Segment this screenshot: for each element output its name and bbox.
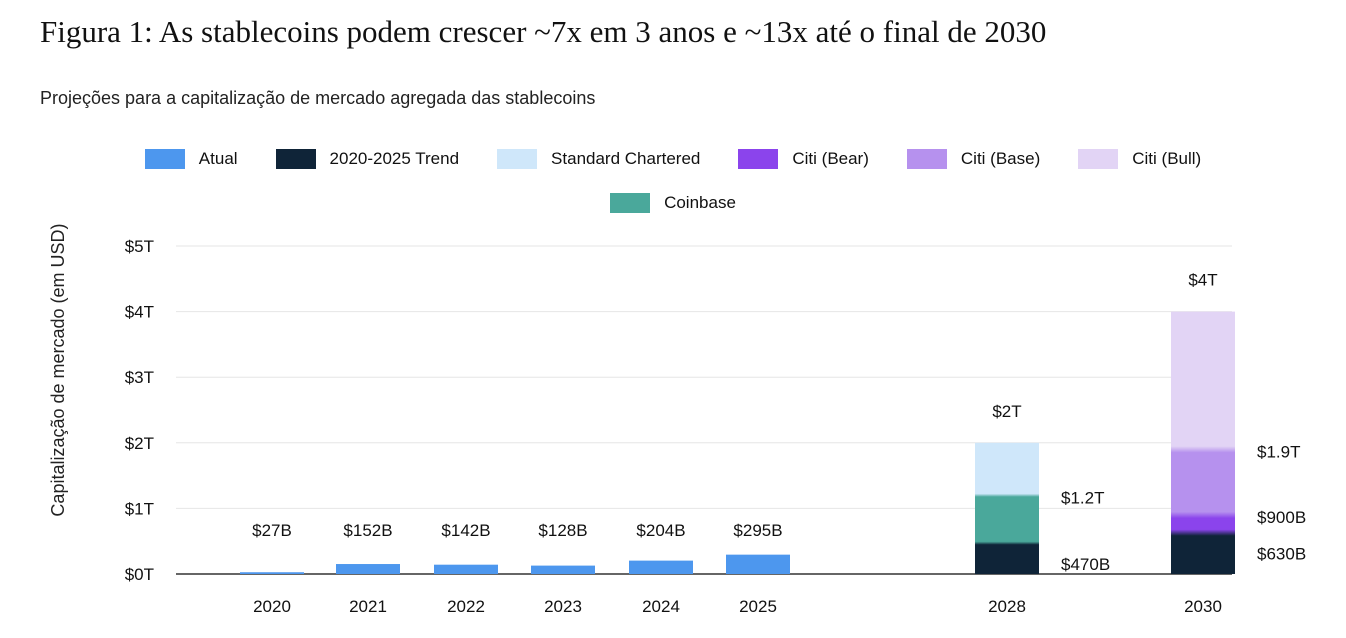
x-tick-label-2021: 2021 — [349, 597, 387, 616]
legend-item: Citi (Bear) — [738, 149, 869, 169]
segment-label-2030: $900B — [1257, 508, 1306, 527]
y-tick-label: $1T — [125, 499, 154, 518]
grid-layer — [176, 245, 1232, 575]
bar-actual-2024 — [629, 560, 693, 574]
x-tick-label-2028: 2028 — [988, 597, 1026, 616]
legend-swatch — [610, 193, 651, 213]
chart-title: Figura 1: As stablecoins podem crescer ~… — [40, 14, 1047, 49]
data-label-2020: $27B — [252, 521, 292, 540]
bar-actual-2021 — [336, 564, 400, 574]
legend-item: 2020-2025 Trend — [275, 149, 460, 169]
legend-label: Citi (Base) — [960, 149, 1041, 168]
x-tick-label-2022: 2022 — [447, 597, 485, 616]
bar-actual-2022 — [434, 564, 498, 574]
bar-actual-2020 — [240, 572, 304, 574]
bars-layer — [240, 311, 1235, 574]
bar-actual-2023 — [531, 565, 595, 574]
y-tick-label: $4T — [125, 303, 154, 322]
legend-item: Standard Chartered — [497, 149, 700, 169]
chart-subtitle: Projeções para a capitalização de mercad… — [40, 88, 596, 108]
x-tick-label-2023: 2023 — [544, 597, 582, 616]
legend-swatch — [275, 149, 316, 169]
bar-projection-2028 — [975, 442, 1039, 574]
legend-label: Citi (Bull) — [1132, 149, 1202, 168]
segment-label-2030: $630B — [1257, 545, 1306, 564]
legend-label: Standard Chartered — [551, 149, 701, 168]
labels-layer: $0T $1T $2T $3T $4T $5T $27B 2020 $152B 2021 $142B… — [125, 237, 1306, 616]
x-tick-label-2030: 2030 — [1184, 597, 1222, 616]
y-tick-label: $5T — [125, 237, 154, 256]
legend: Atual 2020-2025 Trend Standard Chartered Ci… — [0, 144, 1346, 218]
legend-item: Citi (Bull) — [1078, 149, 1201, 169]
data-label-2022: $142B — [441, 521, 490, 540]
total-label-2030: $4T — [1188, 271, 1217, 290]
data-label-2021: $152B — [343, 521, 392, 540]
x-tick-label-2024: 2024 — [642, 597, 680, 616]
legend-label: 2020-2025 Trend — [329, 149, 460, 168]
total-label-2028: $2T — [992, 402, 1021, 421]
segment-label-2030: $1.9T — [1257, 442, 1300, 461]
data-label-2025: $295B — [733, 521, 782, 540]
legend-swatch — [144, 149, 185, 169]
legend-item: Citi (Base) — [906, 149, 1041, 169]
legend-label: Atual — [198, 149, 238, 168]
y-tick-label: $2T — [125, 434, 154, 453]
x-tick-label-2020: 2020 — [253, 597, 291, 616]
y-tick-label: $3T — [125, 368, 154, 387]
data-label-2024: $204B — [636, 521, 685, 540]
bar-projection-2030 — [1171, 311, 1235, 574]
legend-label: Coinbase — [664, 193, 736, 212]
legend-label: Citi (Bear) — [792, 149, 869, 168]
segment-label-2028: $1.2T — [1061, 488, 1104, 507]
data-label-2023: $128B — [538, 521, 587, 540]
legend-swatch — [738, 149, 779, 169]
y-tick-label: $0T — [125, 565, 154, 584]
y-axis-label: Capitalização de mercado (em USD) — [48, 223, 68, 516]
segment-label-2028: $470B — [1061, 555, 1110, 574]
x-tick-label-2025: 2025 — [739, 597, 777, 616]
legend-item: Coinbase — [610, 193, 736, 213]
bar-actual-2025 — [726, 554, 790, 574]
legend-swatch — [1078, 149, 1119, 169]
legend-row-2: Coinbase — [0, 188, 1346, 218]
legend-swatch — [497, 149, 538, 169]
legend-swatch — [906, 149, 947, 169]
legend-row-1: Atual 2020-2025 Trend Standard Chartered Ci… — [0, 144, 1346, 174]
legend-item: Atual — [144, 149, 238, 169]
